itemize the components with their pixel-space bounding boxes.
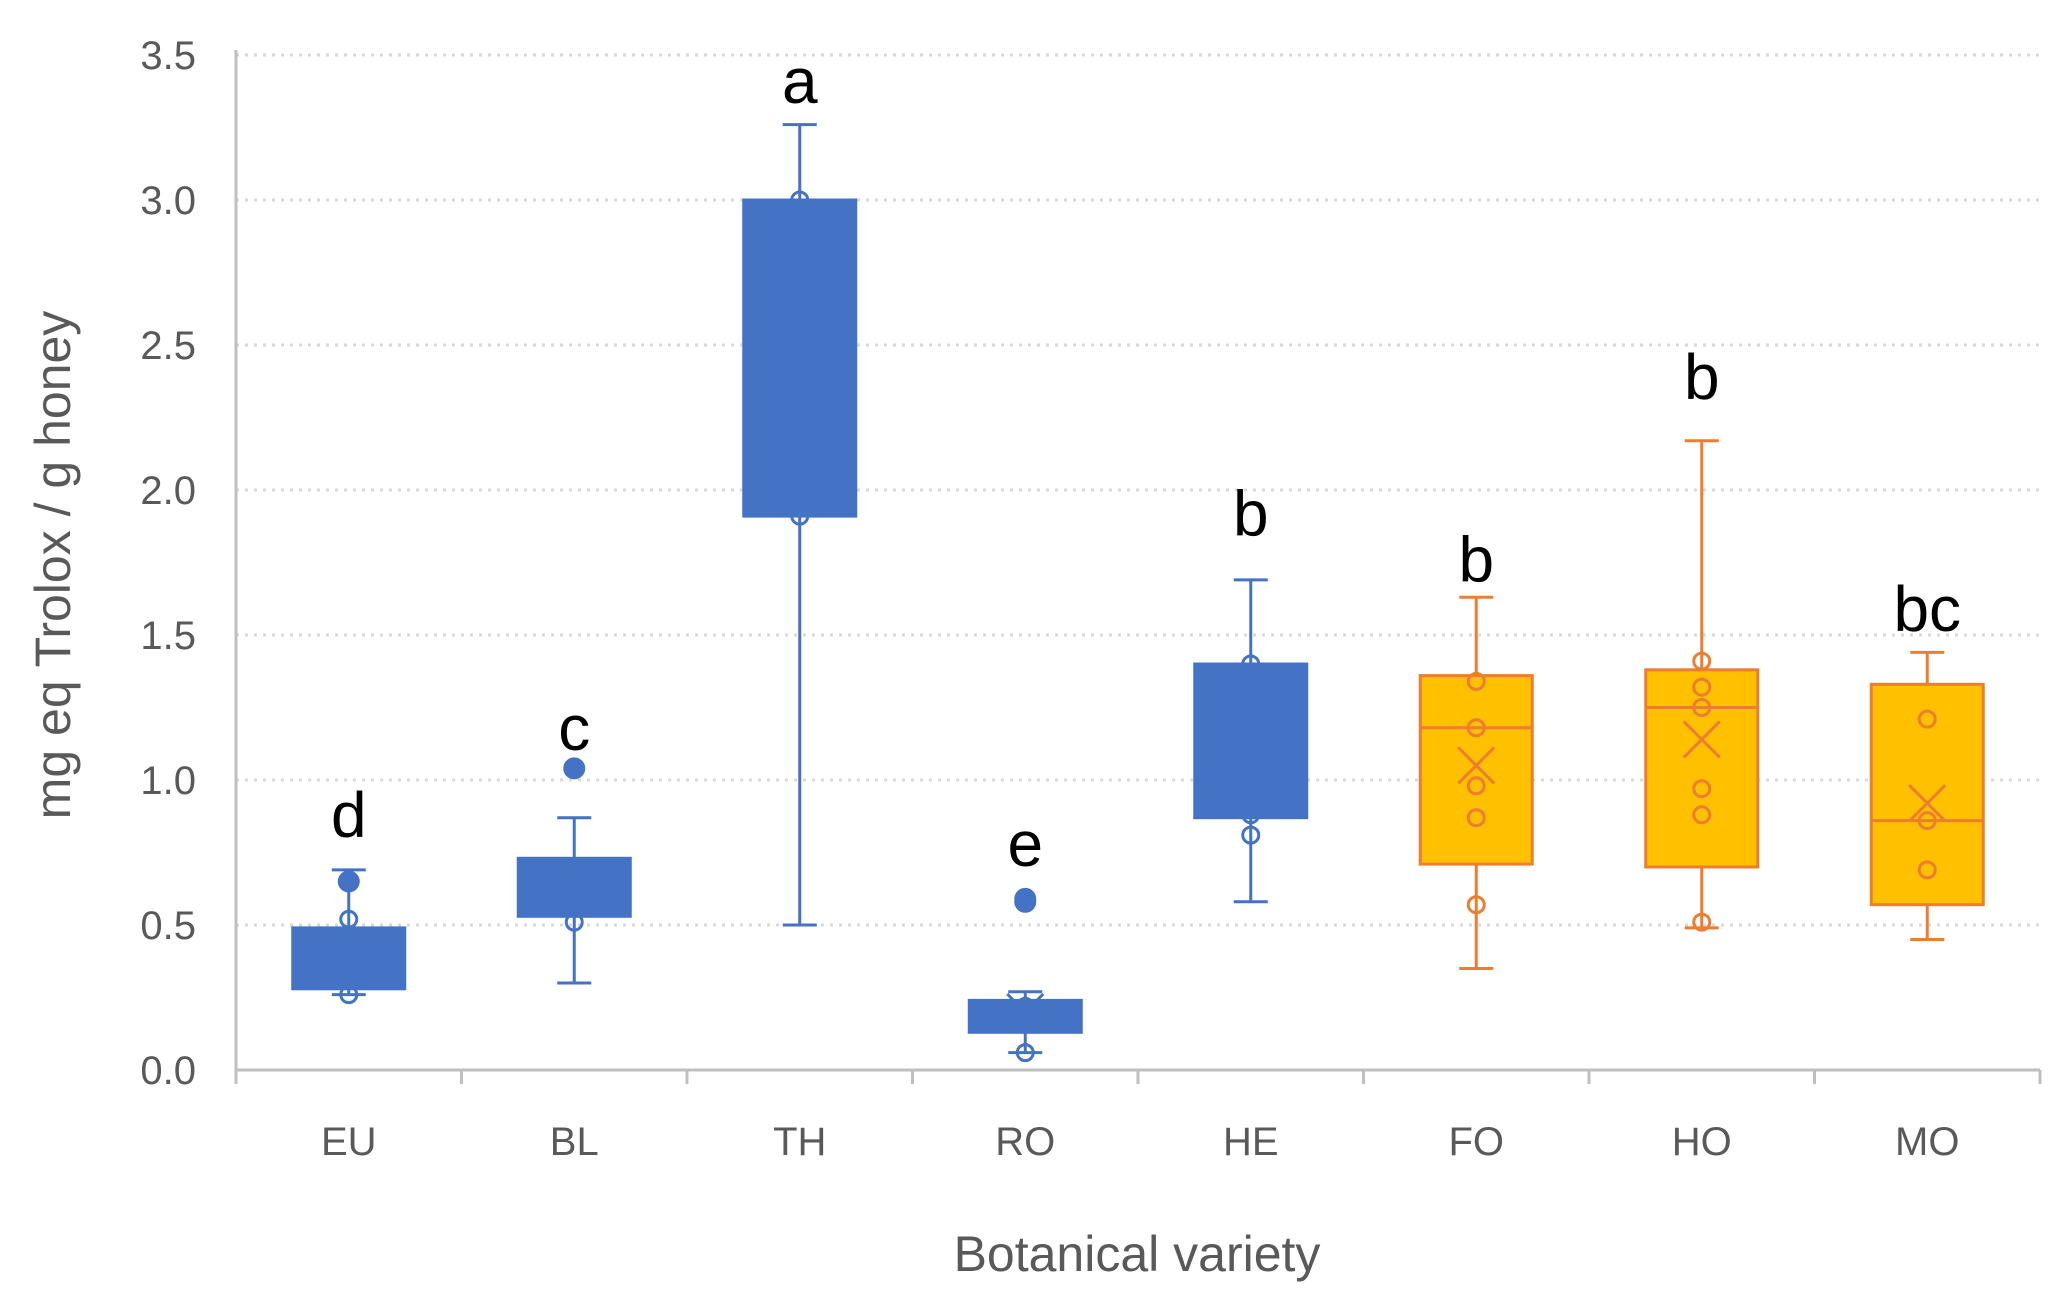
y-axis-title: mg eq Trolox / g honey (25, 311, 81, 820)
data-point (1917, 709, 1937, 729)
significance-letter: b (1458, 524, 1494, 596)
significance-letter: c (558, 692, 590, 764)
data-point (1692, 805, 1712, 825)
data-point (339, 985, 359, 1005)
data-point (339, 909, 359, 929)
data-point (1466, 776, 1486, 796)
y-tick-label: 2.5 (140, 324, 196, 368)
data-point (1692, 912, 1712, 932)
data-point (1241, 825, 1261, 845)
mean-marker (1231, 740, 1270, 779)
box-body (742, 198, 858, 518)
data-point (1241, 779, 1261, 799)
box-group (1418, 595, 1534, 970)
mean-marker (1006, 992, 1045, 1032)
axes: 0.0 0.5 1.0 1.5 2.0 2.5 3.0 3.5 EU BL TH RO HE FO HO MO (140, 34, 2042, 1164)
y-tick-label: 1.5 (140, 614, 196, 658)
significance-letter: d (331, 779, 367, 851)
data-point (1466, 671, 1486, 691)
mean-marker (555, 862, 594, 901)
box-body (1869, 682, 1985, 907)
box-series (291, 123, 1985, 1063)
y-tick-label: 0.0 (140, 1049, 196, 1093)
data-point (790, 506, 810, 526)
data-point (790, 190, 810, 210)
box-body (1418, 674, 1534, 866)
box-group (1869, 650, 1985, 941)
mean-marker (329, 934, 368, 974)
significance-letter: e (1007, 808, 1043, 880)
data-point (1466, 895, 1486, 915)
data-point (1466, 808, 1486, 828)
data-point (1241, 805, 1261, 825)
box-group (967, 887, 1083, 1063)
y-tick-label: 3.0 (140, 179, 196, 223)
data-point (564, 912, 584, 932)
x-tick-label: FO (1448, 1120, 1504, 1164)
x-tick-label: TH (773, 1120, 826, 1164)
box-group (291, 868, 407, 1005)
box-group (742, 123, 858, 927)
outlier-point (563, 757, 586, 780)
box-group (516, 757, 632, 985)
outlier-point (1014, 887, 1037, 910)
data-point (1692, 677, 1712, 697)
data-point (1692, 698, 1712, 717)
box-body (1193, 662, 1309, 820)
mean-marker (1682, 720, 1721, 759)
x-tick-label: MO (1895, 1120, 1959, 1164)
x-tick-label: EU (321, 1120, 377, 1164)
x-tick-label: HO (1672, 1120, 1732, 1164)
box-group (1193, 578, 1309, 904)
significance-letter: a (782, 45, 818, 117)
data-point (339, 961, 359, 981)
data-point (1917, 860, 1937, 880)
data-point (1692, 779, 1712, 799)
labels: Botanical variety mg eq Trolox / g honey… (25, 45, 1961, 1282)
mean-marker (1457, 746, 1496, 785)
significance-letter: b (1233, 477, 1269, 549)
data-point (1466, 718, 1486, 738)
y-tick-label: 3.5 (140, 34, 196, 78)
x-tick-label: HE (1223, 1120, 1279, 1164)
significance-letter: b (1684, 341, 1720, 413)
data-point (790, 277, 810, 297)
outlier-point (337, 870, 360, 893)
x-tick-label: BL (550, 1120, 599, 1164)
x-axis-title: Botanical variety (954, 1226, 1321, 1282)
y-tick-label: 2.0 (140, 469, 196, 513)
data-point (1241, 654, 1261, 674)
y-tick-label: 1.0 (140, 759, 196, 803)
data-point (1015, 996, 1035, 1016)
data-point (1015, 1043, 1035, 1063)
data-point (564, 889, 584, 909)
data-point (1692, 651, 1712, 671)
x-tick-label: RO (995, 1120, 1055, 1164)
data-point (790, 451, 810, 471)
y-tick-label: 0.5 (140, 904, 196, 948)
mean-marker (780, 410, 819, 449)
box-group (1644, 439, 1760, 932)
significance-letter: bc (1893, 573, 1961, 645)
mean-marker (1908, 784, 1947, 823)
data-point (1917, 811, 1937, 831)
data-point (564, 869, 584, 889)
data-point (790, 474, 810, 494)
gridlines (236, 53, 2040, 927)
